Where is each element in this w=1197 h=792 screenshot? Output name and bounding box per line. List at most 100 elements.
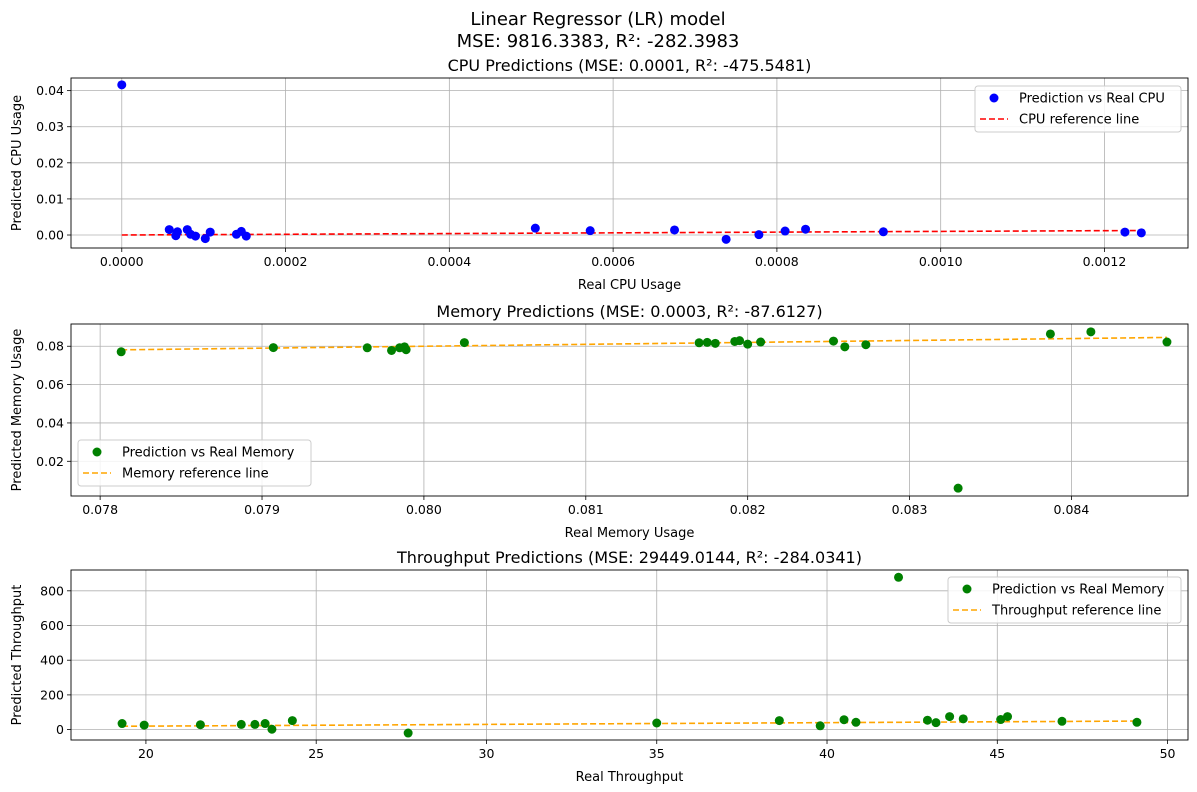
scatter-point <box>801 224 811 234</box>
legend-label: Throughput reference line <box>991 604 1161 619</box>
scatter-point <box>1132 717 1142 727</box>
x-axis-label: Real CPU Usage <box>578 278 681 293</box>
scatter-point <box>1003 712 1013 722</box>
scatter-point <box>205 227 215 237</box>
scatter-point <box>931 718 941 728</box>
scatter-point <box>694 338 704 348</box>
legend-label: Prediction vs Real CPU <box>1019 92 1165 107</box>
scatter-point <box>756 337 766 347</box>
x-tick-label: 0.0008 <box>755 254 799 269</box>
x-tick-label: 30 <box>479 746 495 761</box>
y-tick-label: 0 <box>56 722 64 737</box>
scatter-point <box>585 226 595 236</box>
scatter-point <box>839 715 849 725</box>
scatter-point <box>774 716 784 726</box>
legend-label: Memory reference line <box>122 467 269 482</box>
x-tick-label: 0.0010 <box>919 254 963 269</box>
scatter-point <box>754 230 764 240</box>
scatter-point <box>735 336 745 346</box>
figure-title-line2: MSE: 9816.3383, R²: -282.3983 <box>457 31 740 52</box>
scatter-point <box>164 225 174 235</box>
scatter-point <box>1045 329 1055 339</box>
chart-panel-1: CPU Predictions (MSE: 0.0001, R²: -475.5… <box>10 56 1189 293</box>
scatter-point <box>268 343 278 353</box>
scatter-point <box>250 719 260 729</box>
x-tick-label: 0.0000 <box>100 254 144 269</box>
x-axis-label: Real Throughput <box>576 770 684 785</box>
scatter-point <box>922 715 932 725</box>
reference-line <box>122 720 1137 728</box>
scatter-point <box>1086 327 1096 337</box>
legend-label: Prediction vs Real Memory <box>122 446 295 461</box>
scatter-point <box>878 227 888 237</box>
x-axis-label: Real Memory Usage <box>565 526 695 541</box>
x-tick-label: 0.0004 <box>427 254 471 269</box>
chart-title: CPU Predictions (MSE: 0.0001, R²: -475.5… <box>448 56 812 75</box>
reference-line <box>121 229 1142 236</box>
scatter-point <box>1136 228 1146 238</box>
legend-box <box>947 576 1182 624</box>
y-tick-label: 0.01 <box>36 191 64 206</box>
y-axis-label: Predicted CPU Usage <box>10 95 25 231</box>
scatter-point <box>267 724 277 734</box>
chart-panel-3: Throughput Predictions (MSE: 29449.0144,… <box>10 548 1189 785</box>
y-tick-label: 0.06 <box>36 377 64 392</box>
y-tick-label: 0.04 <box>36 415 64 430</box>
legend-marker-scatter <box>989 93 999 103</box>
x-tick-label: 35 <box>649 746 665 761</box>
scatter-point <box>894 572 904 582</box>
scatter-point <box>710 338 720 348</box>
legend: Prediction vs Real Memory Memory referenc… <box>77 439 312 487</box>
legend: Prediction vs Real CPU CPU reference line <box>974 85 1182 133</box>
chart-title: Memory Predictions (MSE: 0.0003, R²: -87… <box>436 302 822 321</box>
y-tick-label: 0.08 <box>36 339 64 354</box>
scatter-point <box>387 345 397 355</box>
scatter-point <box>840 342 850 352</box>
scatter-point <box>117 80 127 90</box>
legend-box <box>77 439 312 487</box>
x-tick-label: 0.0012 <box>1083 254 1127 269</box>
y-tick-label: 0.03 <box>36 119 64 134</box>
y-axis-label: Predicted Memory Usage <box>10 329 25 492</box>
y-tick-label: 0.00 <box>36 228 64 243</box>
legend-box <box>974 85 1182 133</box>
scatter-point <box>721 234 731 244</box>
scatter-point <box>172 227 182 237</box>
x-tick-label: 50 <box>1160 746 1176 761</box>
legend-label: CPU reference line <box>1019 113 1139 128</box>
scatter-point <box>241 231 251 241</box>
scatter-point <box>260 719 270 729</box>
scatter-point <box>652 718 662 728</box>
x-tick-label: 0.078 <box>82 502 118 517</box>
x-tick-label: 0.084 <box>1054 502 1090 517</box>
scatter-point <box>996 715 1006 725</box>
legend-marker-scatter <box>962 584 972 594</box>
scatter-point <box>945 712 955 722</box>
x-tick-label: 0.082 <box>730 502 766 517</box>
plot-frame <box>70 77 1189 249</box>
scatter-point <box>861 340 871 350</box>
scatter-point <box>851 717 861 727</box>
legend-marker-scatter <box>92 447 102 457</box>
x-tick-label: 45 <box>989 746 1005 761</box>
x-tick-label: 0.079 <box>244 502 280 517</box>
figure-title-line1: Linear Regressor (LR) model <box>470 9 725 30</box>
scatter-point <box>362 343 372 353</box>
plot-frame <box>70 569 1189 741</box>
y-tick-label: 0.04 <box>36 83 64 98</box>
x-tick-label: 0.0006 <box>591 254 635 269</box>
x-tick-label: 0.083 <box>892 502 928 517</box>
chart-title: Throughput Predictions (MSE: 29449.0144,… <box>396 548 862 567</box>
scatter-point <box>828 336 838 346</box>
scatter-point <box>200 234 210 244</box>
scatter-point <box>743 339 753 349</box>
legend: Prediction vs Real Memory Throughput refe… <box>947 576 1182 624</box>
scatter-point <box>139 720 149 730</box>
scatter-point <box>403 728 413 738</box>
y-axis-label: Predicted Throughput <box>10 585 25 726</box>
y-tick-label: 400 <box>40 653 64 668</box>
scatter-point <box>780 226 790 236</box>
y-tick-label: 0.02 <box>36 155 64 170</box>
scatter-point <box>1057 716 1067 726</box>
